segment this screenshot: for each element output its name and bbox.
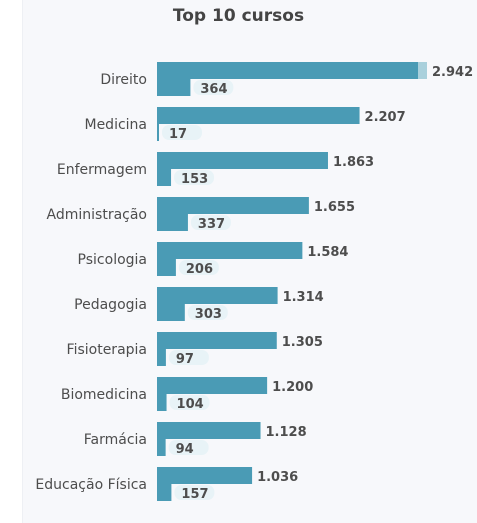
value-label-bg bbox=[169, 395, 210, 410]
value-label-total: 1.314 bbox=[283, 290, 324, 305]
bar-secondary bbox=[157, 259, 176, 276]
bar-secondary bbox=[157, 124, 159, 141]
value-label-secondary: 157 bbox=[181, 487, 208, 502]
value-label-secondary: 364 bbox=[200, 82, 227, 97]
bar-total bbox=[157, 377, 268, 394]
value-label-bg bbox=[162, 125, 202, 140]
category-label: Biomedicina bbox=[61, 387, 147, 403]
value-label-total: 2.207 bbox=[365, 110, 406, 125]
category-label: Direito bbox=[100, 72, 147, 88]
category-label: Administração bbox=[47, 207, 147, 223]
value-label-bg bbox=[168, 350, 209, 365]
value-label-secondary: 104 bbox=[177, 397, 204, 412]
value-label-total: 2.942 bbox=[432, 65, 473, 80]
value-label-total: 1.863 bbox=[333, 155, 374, 170]
chart-title: Top 10 cursos bbox=[172, 6, 305, 26]
bar-total bbox=[157, 332, 277, 349]
bar-total bbox=[157, 107, 360, 124]
value-label-bg bbox=[174, 485, 215, 500]
bar-secondary bbox=[157, 169, 172, 186]
value-label-bg bbox=[168, 440, 209, 455]
value-label-secondary: 94 bbox=[176, 442, 194, 457]
bar-secondary bbox=[157, 304, 185, 321]
bar-total bbox=[157, 62, 427, 79]
category-label: Fisioterapia bbox=[67, 342, 147, 358]
bar-secondary bbox=[157, 214, 188, 231]
bar-highlight bbox=[418, 62, 427, 79]
category-label: Medicina bbox=[84, 117, 147, 133]
value-label-total: 1.305 bbox=[282, 335, 323, 350]
value-label-secondary: 17 bbox=[169, 127, 187, 142]
value-label-total: 1.036 bbox=[257, 470, 298, 485]
value-label-secondary: 97 bbox=[176, 352, 194, 367]
bar-secondary bbox=[157, 79, 191, 96]
category-label: Educação Física bbox=[35, 477, 147, 493]
category-label: Farmácia bbox=[84, 432, 147, 448]
bar-total bbox=[157, 242, 303, 259]
bar-total bbox=[157, 422, 261, 439]
category-label: Psicologia bbox=[78, 252, 147, 268]
bar-total bbox=[157, 467, 253, 484]
value-label-bg bbox=[178, 260, 219, 275]
value-label-total: 1.655 bbox=[314, 200, 355, 215]
bar-total bbox=[157, 152, 328, 169]
value-label-total: 1.200 bbox=[272, 380, 313, 395]
value-label-total: 1.584 bbox=[307, 245, 348, 260]
category-label: Pedagogia bbox=[74, 297, 147, 313]
value-label-bg bbox=[190, 215, 231, 230]
bar-total bbox=[157, 197, 309, 214]
bar-total bbox=[157, 287, 278, 304]
bar-secondary bbox=[157, 439, 166, 456]
bar-secondary bbox=[157, 394, 167, 411]
category-label: Enfermagem bbox=[57, 162, 147, 178]
value-label-secondary: 206 bbox=[186, 262, 213, 277]
value-label-bg bbox=[174, 170, 215, 185]
value-label-secondary: 303 bbox=[195, 307, 222, 322]
value-label-bg bbox=[187, 305, 228, 320]
bar-secondary bbox=[157, 484, 172, 501]
bar-secondary bbox=[157, 349, 166, 366]
value-label-total: 1.128 bbox=[266, 425, 307, 440]
value-label-bg bbox=[193, 80, 234, 95]
value-label-secondary: 337 bbox=[198, 217, 225, 232]
value-label-secondary: 153 bbox=[181, 172, 208, 187]
